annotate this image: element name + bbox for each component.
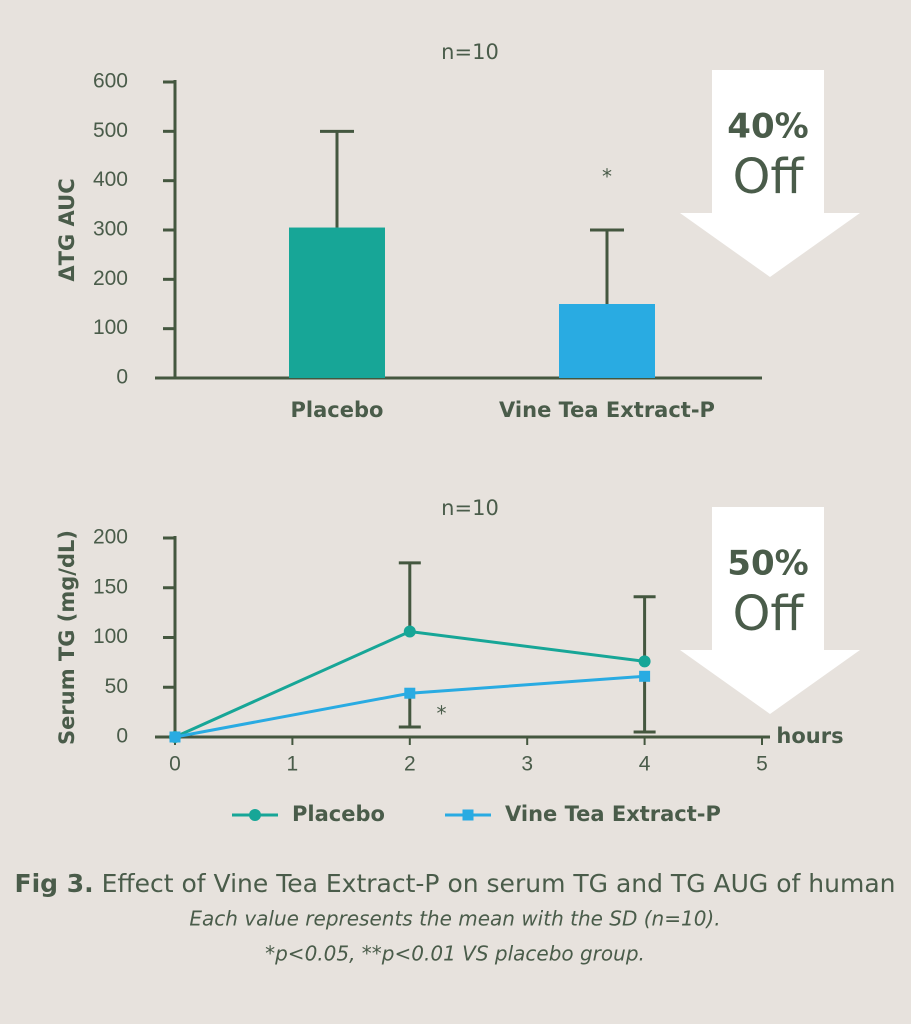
legend-marker [249, 809, 261, 821]
legend-label: Vine Tea Extract-P [505, 802, 721, 826]
x-axis-label: hours [776, 724, 843, 748]
y-tick-label: 200 [93, 526, 128, 549]
y-axis-label: Serum TG (mg/dL) [55, 530, 79, 745]
y-axis-label: ΔTG AUC [55, 178, 79, 281]
annotation: * [602, 165, 612, 189]
caption-text: Effect of Vine Tea Extract-P on serum TG… [94, 869, 896, 898]
caption-label: Fig 3. [15, 869, 94, 898]
y-tick-label: 300 [93, 218, 128, 241]
x-tick-label: 0 [169, 753, 181, 776]
bar [559, 304, 655, 378]
badge-label: Off [733, 586, 805, 642]
y-tick-label: 150 [93, 575, 128, 598]
y-tick-label: 100 [93, 625, 128, 648]
y-tick-label: 500 [93, 119, 128, 142]
bar [289, 227, 385, 378]
caption-note: *p<0.05, **p<0.01 VS placebo group. [265, 942, 645, 966]
y-tick-label: 400 [93, 168, 128, 191]
y-tick-label: 100 [93, 316, 128, 339]
legend-marker [462, 809, 474, 821]
point [639, 670, 651, 682]
x-tick-label: 4 [639, 753, 651, 776]
y-tick-label: 600 [93, 70, 128, 93]
x-tick-label: 1 [287, 753, 299, 776]
annotation: * [436, 702, 446, 726]
x-tick-label: Vine Tea Extract-P [499, 398, 715, 422]
caption: Fig 3. Effect of Vine Tea Extract-P on s… [15, 869, 896, 898]
x-tick-label: 3 [521, 753, 533, 776]
legend-label: Placebo [292, 802, 385, 826]
subtitle: n=10 [441, 496, 499, 520]
badge-value: 40% [727, 107, 808, 147]
badge-arrow [680, 70, 860, 277]
x-tick-label: 2 [404, 753, 416, 776]
point [403, 625, 416, 638]
x-tick-label: Placebo [291, 398, 384, 422]
y-tick-label: 0 [116, 725, 128, 748]
caption-note: Each value represents the mean with the … [189, 907, 720, 931]
y-tick-label: 0 [116, 366, 128, 389]
y-tick-label: 50 [105, 675, 128, 698]
point [638, 655, 651, 668]
x-tick-label: 5 [756, 753, 768, 776]
point [169, 731, 181, 743]
subtitle: n=10 [441, 40, 499, 64]
badge-value: 50% [727, 544, 808, 584]
point [404, 687, 416, 699]
badge-arrow [680, 507, 860, 714]
badge-label: Off [733, 149, 805, 205]
y-tick-label: 200 [93, 267, 128, 290]
